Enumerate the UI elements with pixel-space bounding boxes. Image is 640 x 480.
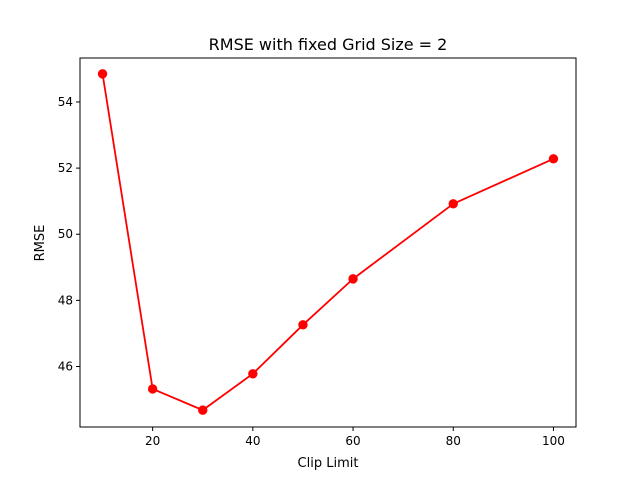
series-line	[101, 73, 554, 412]
data-point-marker	[198, 405, 208, 415]
y-tick-label: 52	[58, 161, 73, 175]
x-tick-label: 80	[446, 434, 461, 448]
data-point-marker	[147, 384, 158, 394]
x-tick-label: 40	[245, 434, 260, 448]
y-tick-label: 46	[58, 359, 73, 373]
x-axis-label: Clip Limit	[298, 456, 359, 471]
plot-area: 20 40 60 80 100 46 48 50 52 54	[58, 57, 577, 448]
x-tick-label: 60	[345, 434, 360, 448]
data-point-marker	[448, 199, 458, 209]
y-tick-label: 50	[58, 227, 73, 241]
x-tick-label: 100	[542, 434, 565, 448]
data-point-marker	[298, 320, 308, 330]
data-point-marker	[248, 369, 258, 379]
y-tick-label: 54	[58, 95, 73, 109]
data-point-marker	[348, 274, 358, 284]
data-point-marker	[548, 154, 559, 164]
axes-frame	[79, 57, 577, 428]
y-axis-label: RMSE	[33, 225, 48, 262]
chart-title: RMSE with fixed Grid Size = 2	[209, 35, 448, 54]
data-point-marker	[97, 69, 108, 79]
y-tick-label: 48	[58, 293, 73, 307]
x-tick-label: 20	[145, 434, 160, 448]
